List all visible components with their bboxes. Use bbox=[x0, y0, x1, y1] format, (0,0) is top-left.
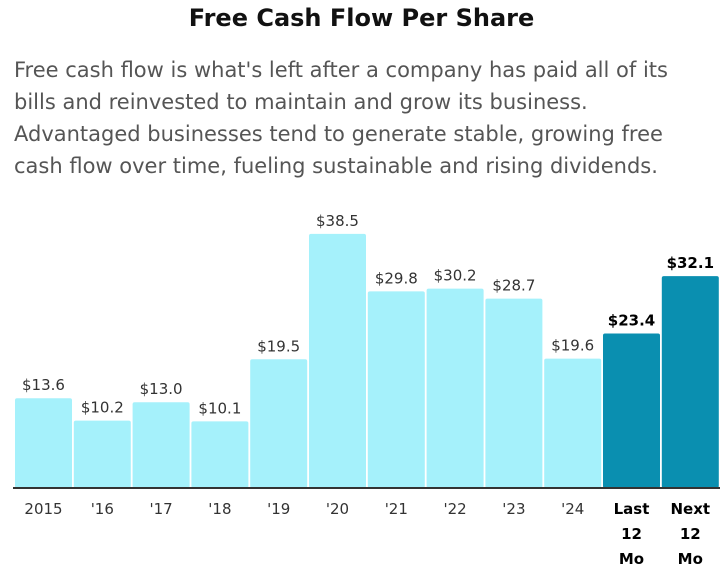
tick-label-5: '20 bbox=[326, 500, 349, 518]
bar-value-label-3: $10.1 bbox=[198, 399, 241, 417]
bar-3 bbox=[191, 421, 249, 488]
chart-title: Free Cash Flow Per Share bbox=[188, 4, 535, 32]
bar-value-label-11: $32.1 bbox=[667, 254, 714, 272]
bar-value-label-9: $19.6 bbox=[551, 337, 594, 355]
bar-11 bbox=[661, 276, 719, 488]
bar-value-label-10: $23.4 bbox=[608, 312, 655, 330]
tick-label-10: Last 12 Mo bbox=[614, 500, 650, 568]
bar-7 bbox=[426, 288, 484, 488]
bar-value-label-5: $38.5 bbox=[316, 212, 359, 230]
bar-value-label-6: $29.8 bbox=[375, 269, 418, 287]
bar-6 bbox=[367, 291, 425, 488]
chart-description: Free cash flow is what's left after a co… bbox=[14, 58, 668, 178]
bar-4 bbox=[250, 359, 308, 488]
tick-label-4: '19 bbox=[267, 500, 290, 518]
bar-5 bbox=[309, 233, 366, 488]
bar-1 bbox=[73, 420, 131, 488]
tick-labels-group: 2015 '16 '17 '18 '19 '20 '21 '22 '23 '24 Last 12 Mo N… bbox=[24, 500, 710, 568]
tick-label-1: '16 bbox=[91, 500, 114, 518]
bar-0 bbox=[15, 398, 72, 488]
bar-2 bbox=[132, 402, 190, 488]
tick-label-9: '24 bbox=[561, 500, 584, 518]
tick-label-8: '23 bbox=[502, 500, 525, 518]
bar-value-label-0: $13.6 bbox=[22, 376, 65, 394]
bar-value-label-1: $10.2 bbox=[81, 399, 124, 417]
value-labels-group: $13.6 $10.2 $13.0 $10.1 $19.5 $38.5 $29.8 $30.2… bbox=[22, 212, 714, 417]
bar-value-label-2: $13.0 bbox=[140, 380, 183, 398]
bar-8 bbox=[485, 298, 543, 488]
tick-label-2: '17 bbox=[149, 500, 172, 518]
bar-10 bbox=[603, 333, 660, 488]
bar-9 bbox=[544, 358, 602, 488]
tick-label-0: 2015 bbox=[24, 500, 62, 518]
tick-label-11: Next 12 Mo bbox=[671, 500, 711, 568]
tick-label-7: '22 bbox=[443, 500, 466, 518]
bars-group bbox=[15, 233, 719, 488]
bar-value-label-4: $19.5 bbox=[257, 337, 300, 355]
tick-label-3: '18 bbox=[208, 500, 231, 518]
bar-value-label-8: $28.7 bbox=[492, 277, 535, 295]
tick-label-6: '21 bbox=[385, 500, 408, 518]
bar-value-label-7: $30.2 bbox=[434, 267, 477, 285]
